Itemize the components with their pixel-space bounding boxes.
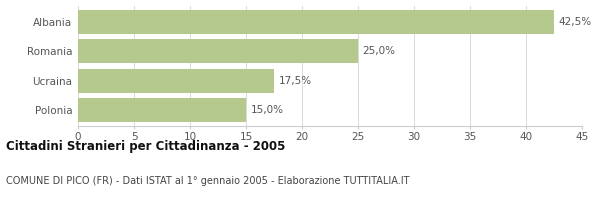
Text: 42,5%: 42,5% [559,17,592,27]
Text: 15,0%: 15,0% [250,105,283,115]
Bar [78,69,274,93]
Text: 17,5%: 17,5% [278,76,311,86]
Bar [78,10,554,34]
Bar [78,39,358,63]
Text: Cittadini Stranieri per Cittadinanza - 2005: Cittadini Stranieri per Cittadinanza - 2… [6,140,286,153]
Bar [78,98,246,122]
Text: COMUNE DI PICO (FR) - Dati ISTAT al 1° gennaio 2005 - Elaborazione TUTTITALIA.IT: COMUNE DI PICO (FR) - Dati ISTAT al 1° g… [6,176,409,186]
Text: 25,0%: 25,0% [362,46,395,56]
